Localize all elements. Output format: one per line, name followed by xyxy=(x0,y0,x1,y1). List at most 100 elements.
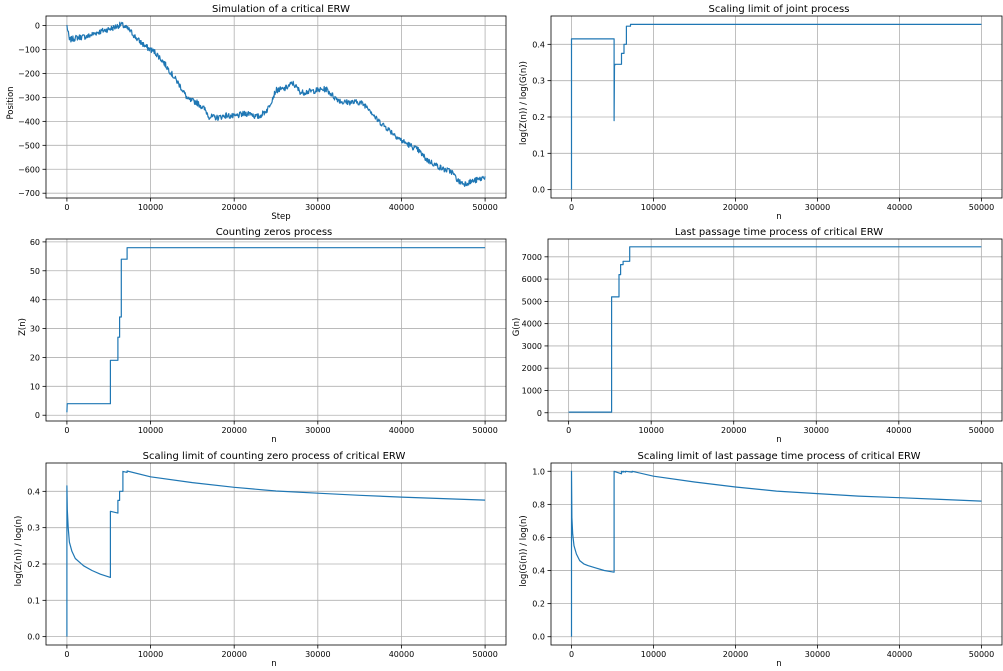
x-axis-label: n xyxy=(776,435,781,445)
x-tick-label: 10000 xyxy=(641,203,666,212)
y-tick-label: 0.4 xyxy=(532,40,545,49)
y-tick-label: −300 xyxy=(18,93,40,102)
x-tick-label: 30000 xyxy=(804,426,829,435)
y-tick-label: 50 xyxy=(30,267,40,276)
x-tick-label: 0 xyxy=(64,650,69,659)
y-tick-label: 10 xyxy=(30,382,40,391)
x-tick-label: 0 xyxy=(566,426,571,435)
x-tick-label: 50000 xyxy=(969,650,994,659)
subplot-counting-zero-scaling: Scaling limit of counting zero process o… xyxy=(14,451,507,669)
y-tick-label: 0.0 xyxy=(532,186,545,195)
y-tick-label: 7000 xyxy=(522,253,542,262)
y-axis-label: Position xyxy=(6,86,16,119)
y-tick-label: 0.1 xyxy=(27,596,40,605)
subplot-last-passage: Last passage time process of critical ER… xyxy=(512,227,1003,445)
y-tick-label: 40 xyxy=(30,296,40,305)
subplot-counting-zeros: Counting zeros process n Z(n) 0 10000 2000… xyxy=(18,227,507,445)
chart-title: Counting zeros process xyxy=(216,227,333,238)
x-tick-label: 0 xyxy=(64,426,69,435)
axes-frame xyxy=(550,462,1003,646)
y-tick-label: 0 xyxy=(35,411,40,420)
y-tick-label: 4000 xyxy=(522,320,542,329)
axes-frame xyxy=(45,238,507,422)
y-tick-label: −600 xyxy=(18,165,40,174)
axes-frame xyxy=(550,15,1003,199)
subplot-joint-scaling: Scaling limit of joint process n log(Z(n… xyxy=(519,4,1003,222)
chart-title: Scaling limit of joint process xyxy=(709,4,850,15)
x-tick-label: 10000 xyxy=(138,650,163,659)
x-tick-label: 50000 xyxy=(969,203,994,212)
x-tick-label: 20000 xyxy=(221,650,246,659)
x-axis-label: n xyxy=(271,659,276,669)
x-tick-label: 30000 xyxy=(805,650,830,659)
y-tick-label: −700 xyxy=(18,189,40,198)
y-tick-label: 0 xyxy=(35,22,40,31)
series-line xyxy=(66,21,486,187)
x-tick-label: 20000 xyxy=(723,650,748,659)
y-tick-label: 0.3 xyxy=(27,524,40,533)
chart-title: Scaling limit of counting zero process o… xyxy=(143,451,406,462)
y-tick-label: 0.8 xyxy=(532,500,545,509)
x-tick-label: 50000 xyxy=(472,203,497,212)
x-tick-label: 10000 xyxy=(638,426,663,435)
chart-title: Last passage time process of critical ER… xyxy=(675,227,883,238)
y-tick-label: 0.4 xyxy=(532,567,545,576)
y-tick-label: 0 xyxy=(537,409,542,418)
series-line xyxy=(66,470,486,637)
x-axis-label: n xyxy=(776,659,781,669)
series-line xyxy=(570,23,982,190)
x-tick-label: 30000 xyxy=(305,426,330,435)
x-tick-label: 40000 xyxy=(886,426,911,435)
x-tick-label: 20000 xyxy=(221,203,246,212)
y-tick-label: 0.0 xyxy=(532,633,545,642)
subplot-last-passage-scaling: Scaling limit of last passage time proce… xyxy=(519,451,1003,669)
x-tick-label: 40000 xyxy=(389,203,414,212)
y-tick-label: −200 xyxy=(18,69,40,78)
y-tick-label: 0.6 xyxy=(532,533,545,542)
x-tick-label: 30000 xyxy=(805,203,830,212)
y-tick-label: 1.0 xyxy=(532,467,545,476)
y-tick-label: 0.0 xyxy=(27,633,40,642)
x-axis-label: n xyxy=(776,212,781,222)
x-tick-label: 50000 xyxy=(472,426,497,435)
x-tick-label: 10000 xyxy=(641,650,666,659)
y-axis-label: Z(n) xyxy=(18,318,28,336)
y-axis-label: log(Z(n)) / log(n) xyxy=(14,516,24,587)
y-tick-label: 5000 xyxy=(522,297,542,306)
x-tick-label: 40000 xyxy=(389,650,414,659)
x-tick-label: 40000 xyxy=(389,426,414,435)
x-tick-label: 10000 xyxy=(138,203,163,212)
series-line xyxy=(570,470,982,637)
chart-title: Scaling limit of last passage time proce… xyxy=(638,451,921,462)
y-tick-label: 1000 xyxy=(522,386,542,395)
axes-frame xyxy=(547,238,1003,422)
x-tick-label: 20000 xyxy=(221,426,246,435)
y-tick-label: −500 xyxy=(18,141,40,150)
y-tick-label: 6000 xyxy=(522,275,542,284)
x-tick-label: 30000 xyxy=(305,203,330,212)
x-tick-label: 0 xyxy=(569,650,574,659)
x-tick-label: 50000 xyxy=(472,650,497,659)
y-axis-label: log(G(n)) / log(n) xyxy=(519,515,529,586)
x-tick-label: 50000 xyxy=(969,426,994,435)
y-axis-label: log(Z(n)) / log(G(n)) xyxy=(519,61,529,145)
chart-title: Simulation of a critical ERW xyxy=(212,4,350,15)
y-tick-label: 0.4 xyxy=(27,487,40,496)
y-tick-label: 30 xyxy=(30,325,40,334)
y-axis-label: G(n) xyxy=(512,318,522,337)
x-tick-label: 10000 xyxy=(138,426,163,435)
y-tick-label: 0.3 xyxy=(532,77,545,86)
subplot-erw-simulation: Simulation of a critical ERW Step Positi… xyxy=(6,4,507,222)
y-tick-label: 60 xyxy=(30,238,40,247)
x-tick-label: 40000 xyxy=(887,650,912,659)
y-tick-label: 2000 xyxy=(522,364,542,373)
y-tick-label: 20 xyxy=(30,353,40,362)
axes-frame xyxy=(45,15,507,199)
y-tick-label: 0.1 xyxy=(532,149,545,158)
y-tick-label: 0.2 xyxy=(532,600,545,609)
x-tick-label: 0 xyxy=(64,203,69,212)
y-tick-label: 0.2 xyxy=(27,560,40,569)
y-tick-label: −100 xyxy=(18,46,40,55)
axes-frame xyxy=(45,462,507,646)
